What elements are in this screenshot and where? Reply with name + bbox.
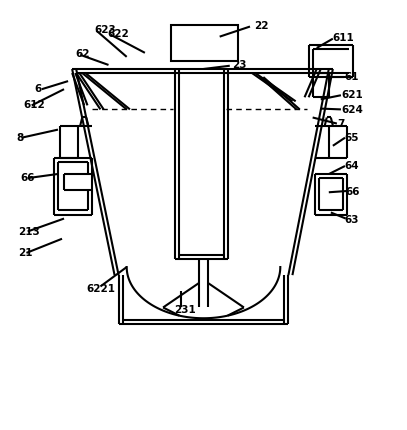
Text: 21: 21 xyxy=(18,248,33,258)
Text: 23: 23 xyxy=(233,60,247,70)
Text: 623: 623 xyxy=(94,25,116,34)
Text: 8: 8 xyxy=(17,132,24,143)
Text: 66: 66 xyxy=(345,187,359,197)
Text: 213: 213 xyxy=(18,226,40,236)
Text: 7: 7 xyxy=(338,119,345,129)
Text: 6221: 6221 xyxy=(86,283,115,293)
Text: 622: 622 xyxy=(107,28,129,39)
Text: 22: 22 xyxy=(254,21,269,31)
Text: 66: 66 xyxy=(21,173,35,183)
Text: 611: 611 xyxy=(333,34,354,43)
Text: 621: 621 xyxy=(341,90,363,100)
Text: 63: 63 xyxy=(344,215,359,225)
Text: 624: 624 xyxy=(341,104,363,114)
Text: 62: 62 xyxy=(75,49,90,58)
Text: 61: 61 xyxy=(344,72,359,82)
Text: 64: 64 xyxy=(344,161,359,171)
Text: 231: 231 xyxy=(174,305,196,315)
Text: 65: 65 xyxy=(344,132,359,143)
Text: 6: 6 xyxy=(35,84,42,94)
Text: 612: 612 xyxy=(24,100,45,110)
Bar xyxy=(171,25,238,62)
